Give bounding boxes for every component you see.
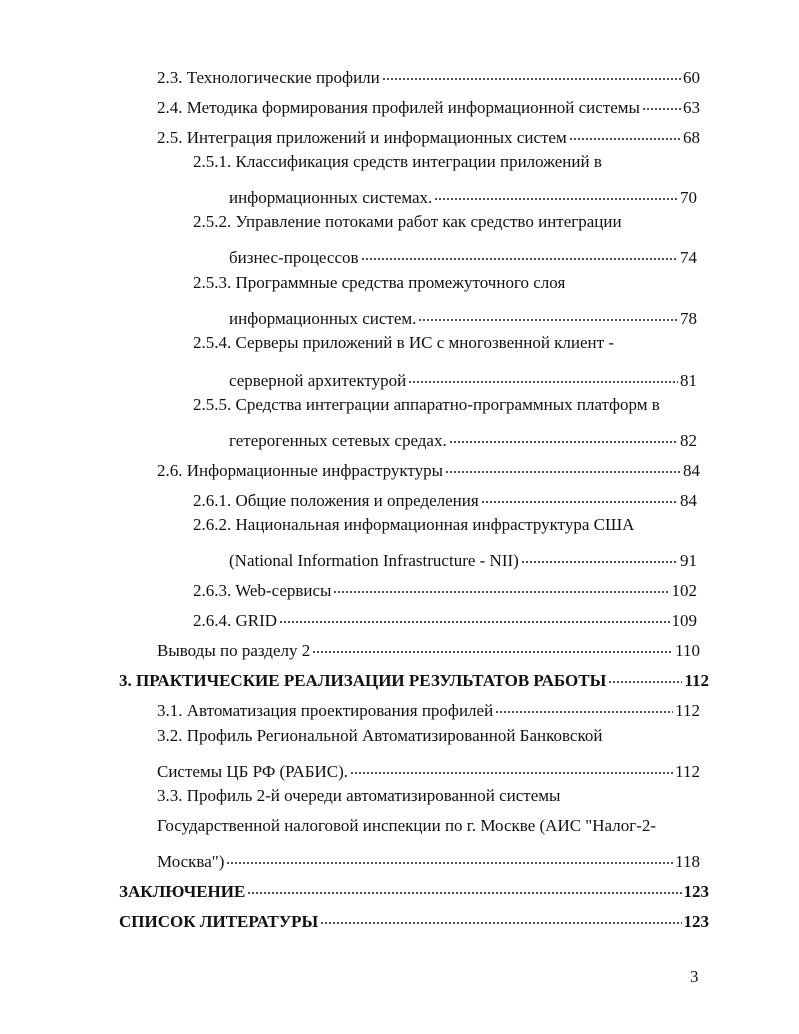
toc-entry: информационных системах. 70 <box>229 181 697 207</box>
leader-dots <box>480 484 678 506</box>
toc-page: 91 <box>680 551 697 570</box>
toc-entry: 2.6.1. Общие положения и определения 84 <box>193 484 697 510</box>
toc-page: 110 <box>675 641 700 660</box>
toc-entry-title: 2.5.5. Средства интеграции аппаратно-про… <box>193 395 660 414</box>
leader-dots <box>608 664 683 686</box>
toc-entry-title: 2.4. Методика формирования профилей инфо… <box>157 98 640 117</box>
leader-dots <box>434 181 678 203</box>
leader-dots <box>360 241 678 263</box>
toc-entry-title: 2.6. Информационные инфраструктуры <box>157 461 444 480</box>
toc-entry-title: 2.5.1. Классификация средств интеграции … <box>193 152 602 171</box>
toc-entry: гетерогенных сетевых средах. 82 <box>229 424 697 450</box>
toc-entry-title: 2.3. Технологические профили <box>157 68 380 87</box>
toc-entry-title: информационных систем. <box>229 309 417 328</box>
toc-entry-line: 2.5.4. Серверы приложений в ИС с многозв… <box>193 332 697 354</box>
leader-dots <box>568 121 681 143</box>
toc-chapter: СПИСОК ЛИТЕРАТУРЫ 123 <box>119 905 709 931</box>
toc-entry: 2.6.3. Web-сервисы 102 <box>193 574 697 600</box>
toc-entry-line: 2.5.1. Классификация средств интеграции … <box>193 151 697 173</box>
leader-dots <box>418 302 678 324</box>
toc-page: 68 <box>683 128 700 147</box>
toc-entry-title: 2.6.4. GRID <box>193 611 278 630</box>
toc-page: 123 <box>683 882 710 901</box>
leader-dots <box>381 61 681 83</box>
toc-entry-title: (National Information Infrastructure - N… <box>229 551 519 570</box>
toc-entry-title: 2.5.3. Программные средства промежуточно… <box>193 273 566 292</box>
toc-chapter: 3. ПРАКТИЧЕСКИЕ РЕАЛИЗАЦИИ РЕЗУЛЬТАТОВ Р… <box>119 664 709 690</box>
toc-entry-line: 3.3. Профиль 2-й очереди автоматизирован… <box>157 785 700 807</box>
leader-dots <box>520 544 678 566</box>
toc-entry-title: бизнес-процессов <box>229 248 359 267</box>
toc-page: 123 <box>683 912 710 931</box>
toc-entry-title: Государственной налоговой инспекции по г… <box>157 816 657 835</box>
leader-dots <box>408 364 678 386</box>
toc-entry-title: ЗАКЛЮЧЕНИЕ <box>119 882 246 901</box>
toc-entry: Выводы по разделу 2 110 <box>157 634 700 660</box>
toc-entry-title: Системы ЦБ РФ (РАБИС). <box>157 762 349 781</box>
toc-entry: серверной архитектурой 81 <box>229 364 697 390</box>
toc-entry-title: 2.6.1. Общие положения и определения <box>193 491 479 510</box>
toc-entry: 2.6.4. GRID 109 <box>193 604 697 630</box>
toc-page: 81 <box>680 371 697 390</box>
toc-entry: (National Information Infrastructure - N… <box>229 544 697 570</box>
leader-dots <box>448 424 678 446</box>
toc-entry-title: 3.2. Профиль Региональной Автоматизирова… <box>157 726 603 745</box>
toc-entry-title: 3. ПРАКТИЧЕСКИЕ РЕАЛИЗАЦИИ РЕЗУЛЬТАТОВ Р… <box>119 671 607 690</box>
toc-page: 63 <box>683 98 700 117</box>
toc-entry: информационных систем. 78 <box>229 302 697 328</box>
leader-dots <box>350 755 674 777</box>
toc-page: 112 <box>684 671 709 690</box>
toc-entry: 2.4. Методика формирования профилей инфо… <box>157 91 700 117</box>
toc-entry-line: 3.2. Профиль Региональной Автоматизирова… <box>157 725 700 747</box>
toc-entry-title: 2.5.2. Управление потоками работ как сре… <box>193 212 622 231</box>
toc-page: 84 <box>683 461 700 480</box>
toc-page: 78 <box>680 309 697 328</box>
toc-entry: 3.1. Автоматизация проектирования профил… <box>157 694 700 720</box>
leader-dots <box>312 634 674 656</box>
leader-dots <box>333 574 670 596</box>
toc-page: 112 <box>675 701 700 720</box>
toc-entry-title: Москва") <box>157 852 225 871</box>
toc-entry-title: 2.5.4. Серверы приложений в ИС с многозв… <box>193 333 614 352</box>
toc-entry-line: 2.5.2. Управление потоками работ как сре… <box>193 211 697 233</box>
page-number: 3 <box>690 967 699 986</box>
toc-page: 102 <box>671 581 698 600</box>
toc-entry-title: 2.6.3. Web-сервисы <box>193 581 332 600</box>
toc-entry-title: 3.3. Профиль 2-й очереди автоматизирован… <box>157 786 561 805</box>
toc-page: 112 <box>675 762 700 781</box>
toc-entry-line: 2.5.5. Средства интеграции аппаратно-про… <box>193 394 697 416</box>
leader-dots <box>445 454 681 476</box>
toc-page: 70 <box>680 188 697 207</box>
toc-entry-title: 3.1. Автоматизация проектирования профил… <box>157 701 494 720</box>
toc-chapter: ЗАКЛЮЧЕНИЕ 123 <box>119 875 709 901</box>
leader-dots <box>226 845 674 867</box>
toc-entry-title: 2.5. Интеграция приложений и информацион… <box>157 128 567 147</box>
toc-entry-title: Выводы по разделу 2 <box>157 641 311 660</box>
toc-entry: 2.6. Информационные инфраструктуры 84 <box>157 454 700 480</box>
toc-entry: 2.5. Интеграция приложений и информацион… <box>157 121 700 147</box>
leader-dots <box>247 875 682 897</box>
leader-dots <box>320 905 682 927</box>
toc-page: 118 <box>675 852 700 871</box>
toc-entry-line: Государственной налоговой инспекции по г… <box>157 815 700 837</box>
toc-entry: бизнес-процессов 74 <box>229 241 697 267</box>
toc-entry: Москва") 118 <box>157 845 700 871</box>
toc-entry-line: 2.5.3. Программные средства промежуточно… <box>193 272 697 294</box>
toc-entry: Системы ЦБ РФ (РАБИС). 112 <box>157 755 700 781</box>
toc-page: 60 <box>683 68 700 87</box>
toc-entry: 2.3. Технологические профили 60 <box>157 61 700 87</box>
leader-dots <box>495 694 674 716</box>
toc-page: 84 <box>680 491 697 510</box>
toc-entry-title: информационных системах. <box>229 188 433 207</box>
toc-page: 74 <box>680 248 697 267</box>
toc-page: 109 <box>671 611 698 630</box>
toc-entry-title: 2.6.2. Национальная информационная инфра… <box>193 515 635 534</box>
toc-entry-title: серверной архитектурой <box>229 371 407 390</box>
leader-dots <box>641 91 681 113</box>
toc-page: 82 <box>680 431 697 450</box>
toc-entry-title: СПИСОК ЛИТЕРАТУРЫ <box>119 912 319 931</box>
toc-entry-line: 2.6.2. Национальная информационная инфра… <box>193 514 697 536</box>
toc-entry-title: гетерогенных сетевых средах. <box>229 431 447 450</box>
leader-dots <box>279 604 670 626</box>
